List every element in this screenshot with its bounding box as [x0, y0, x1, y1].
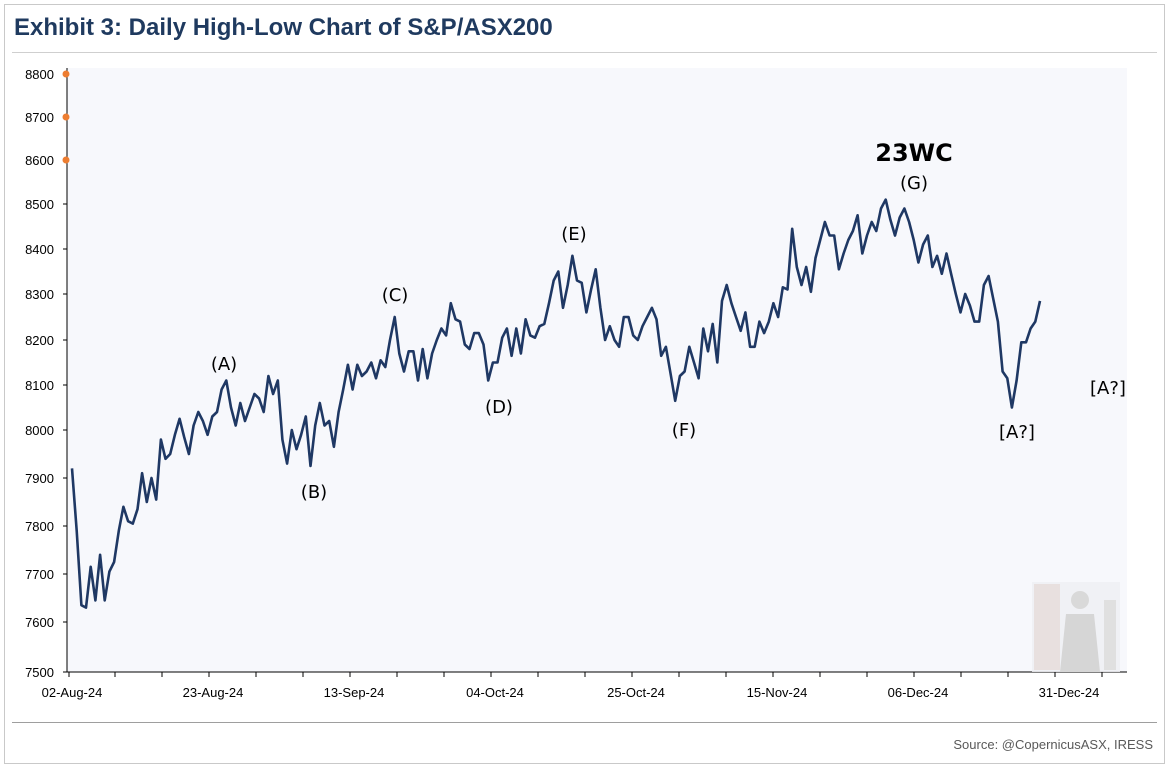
wave-label-e: (E) — [561, 224, 586, 245]
axis-markers — [62, 70, 70, 164]
wave-label-a-projected: [A?] — [1090, 378, 1126, 399]
x-tick-label: 25-Oct-24 — [607, 685, 665, 700]
y-tick-label: 8500 — [25, 197, 54, 212]
title-divider — [12, 52, 1157, 53]
axis-marker-dot — [62, 70, 70, 78]
wave-label-c: (C) — [382, 285, 409, 306]
x-tick-label: 15-Nov-24 — [747, 685, 808, 700]
y-axis: 7500 7600 7700 7800 7900 8000 8100 8200 8300 8400… — [25, 67, 67, 680]
wave-label-a-current: [A?] — [999, 422, 1035, 443]
footer-divider — [12, 722, 1157, 723]
x-tick-label: 23-Aug-24 — [183, 685, 244, 700]
plot-area — [67, 68, 1127, 672]
axis-marker-dot — [62, 156, 70, 164]
chart-title: Exhibit 3: Daily High-Low Chart of S&P/A… — [14, 14, 553, 41]
y-tick-label: 7700 — [25, 567, 54, 582]
y-tick-label: 8100 — [25, 378, 54, 393]
x-tick-label: 02-Aug-24 — [42, 685, 103, 700]
y-tick-label: 8300 — [25, 287, 54, 302]
y-tick-label: 8600 — [25, 153, 54, 168]
source-note: Source: @CopernicusASX, IRESS — [953, 737, 1153, 752]
watermark-image — [1032, 582, 1120, 672]
y-tick-label: 8700 — [25, 110, 54, 125]
y-tick-label: 7900 — [25, 471, 54, 486]
y-tick-label: 7500 — [25, 665, 54, 680]
y-tick-label: 8200 — [25, 333, 54, 348]
wave-label-a: (A) — [211, 354, 237, 375]
series-line — [70, 198, 1042, 609]
wave-annotations: (A) (B) (C) (D) (E) (F) (G) 23WC [A?] [A… — [211, 139, 1126, 503]
x-tick-label: 13-Sep-24 — [324, 685, 385, 700]
y-tick-label: 8800 — [25, 67, 54, 82]
wave-label-f: (F) — [672, 420, 696, 441]
price-series — [70, 198, 1042, 609]
wave-label-b: (B) — [301, 482, 327, 503]
y-tick-label: 8400 — [25, 242, 54, 257]
y-tick-label: 8000 — [25, 423, 54, 438]
x-tick-label: 31-Dec-24 — [1039, 685, 1100, 700]
wave-label-d: (D) — [485, 397, 513, 418]
x-tick-label: 04-Oct-24 — [466, 685, 524, 700]
y-tick-label: 7800 — [25, 519, 54, 534]
y-tick-label: 7600 — [25, 615, 54, 630]
x-tick-label: 06-Dec-24 — [888, 685, 949, 700]
axis-marker-dot — [62, 113, 70, 121]
x-axis: 02-Aug-24 23-Aug-24 13-Sep-24 04-Oct-24 25-O… — [42, 672, 1103, 700]
wave-label-23wc: 23WC — [875, 139, 952, 167]
wave-label-g: (G) — [900, 173, 928, 194]
